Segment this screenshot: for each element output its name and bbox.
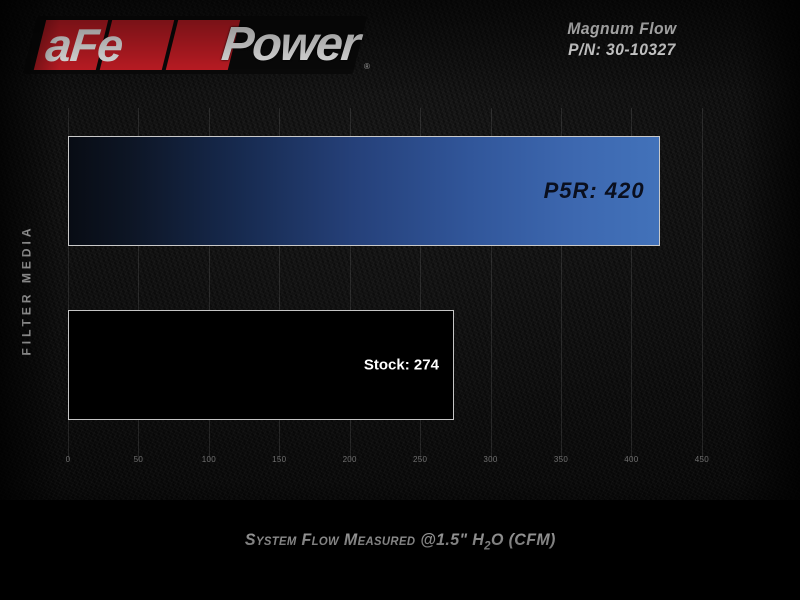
afe-power-logo: aFe Power ® <box>22 14 370 76</box>
x-tick-400: 400 <box>624 455 639 464</box>
caption-subscript: 2 <box>483 538 491 553</box>
x-tick-0: 0 <box>65 455 71 464</box>
x-tick-350: 350 <box>553 455 569 464</box>
x-tick-100: 100 <box>201 455 216 464</box>
bar-psr: P5R: 420 <box>68 136 660 246</box>
x-axis-caption: System Flow Measured @1.5" H2O (CFM) <box>0 530 800 552</box>
x-tick-450: 450 <box>694 455 709 464</box>
logo-text-power: Power <box>219 18 362 71</box>
bar-label-psr: P5R: 420 <box>543 178 645 203</box>
bar-label-stock: Stock: 274 <box>363 356 439 374</box>
bar-stock: Stock: 274 <box>68 310 454 420</box>
x-tick-300: 300 <box>483 455 498 464</box>
x-tick-200: 200 <box>342 455 357 464</box>
plot-area: P5R: 420 Stock: 274 <box>68 108 730 460</box>
x-axis-caption-text: System Flow Measured @1.5" H2O (CFM) <box>245 530 556 552</box>
header-info: Magnum Flow P/N: 30-10327 <box>472 18 772 60</box>
caption-prefix: System Flow Measured @1.5" H <box>244 530 484 549</box>
x-tick-50: 50 <box>133 455 144 464</box>
logo-text-afe: aFe <box>43 19 125 71</box>
x-tick-150: 150 <box>272 455 287 464</box>
part-number: P/N: 30-10327 <box>568 40 676 59</box>
y-axis-label-text: FILTER MEDIA <box>20 224 35 356</box>
x-tick-250: 250 <box>413 455 428 464</box>
registered-trademark-icon: ® <box>364 62 370 71</box>
x-axis: 0 50 100 150 200 250 300 350 400 450 <box>65 455 730 475</box>
product-title: Magnum Flow <box>567 19 677 38</box>
y-axis-label: FILTER MEDIA <box>14 190 40 390</box>
caption-suffix: O (CFM) <box>490 530 556 549</box>
gridline-450 <box>701 108 703 460</box>
